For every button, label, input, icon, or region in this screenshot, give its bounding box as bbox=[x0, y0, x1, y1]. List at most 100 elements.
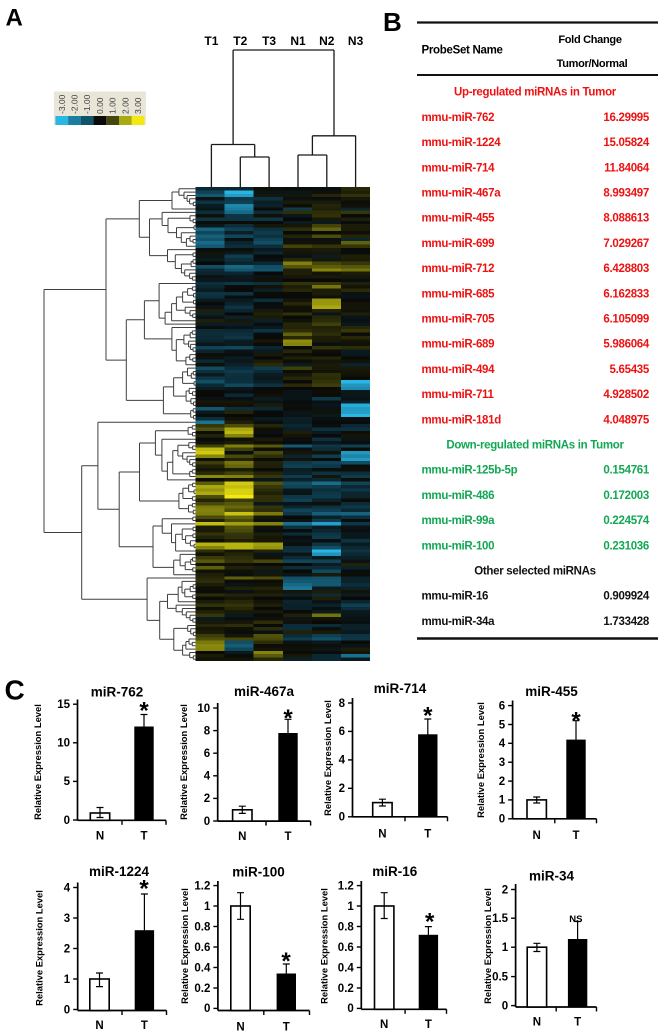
svg-text:8: 8 bbox=[339, 698, 346, 710]
svg-text:5.986064: 5.986064 bbox=[603, 339, 649, 351]
svg-text:4: 4 bbox=[204, 771, 211, 783]
svg-text:0: 0 bbox=[499, 814, 505, 826]
svg-text:1: 1 bbox=[347, 901, 354, 913]
svg-text:T: T bbox=[283, 1022, 290, 1034]
svg-text:mmu-miR-125b-5p: mmu-miR-125b-5p bbox=[422, 465, 518, 477]
svg-text:5: 5 bbox=[499, 719, 506, 731]
svg-text:mmu-miR-685: mmu-miR-685 bbox=[422, 288, 496, 300]
svg-text:6: 6 bbox=[499, 700, 505, 712]
svg-text:mmu-miR-486: mmu-miR-486 bbox=[422, 490, 495, 502]
svg-text:B: B bbox=[383, 7, 402, 37]
svg-text:miR-16: miR-16 bbox=[372, 864, 418, 879]
svg-text:0: 0 bbox=[502, 1000, 508, 1012]
svg-text:miR-467a: miR-467a bbox=[234, 684, 295, 699]
svg-text:mmu-miR-705: mmu-miR-705 bbox=[422, 314, 496, 326]
svg-text:1.00: 1.00 bbox=[108, 97, 118, 114]
svg-text:10: 10 bbox=[197, 703, 210, 715]
svg-text:0.5: 0.5 bbox=[492, 971, 509, 983]
svg-text:0.8: 0.8 bbox=[338, 921, 355, 933]
svg-text:N: N bbox=[533, 1017, 541, 1029]
svg-text:mmu-miR-34a: mmu-miR-34a bbox=[422, 616, 496, 628]
svg-text:mmu-miR-689: mmu-miR-689 bbox=[422, 339, 495, 351]
svg-text:mmu-miR-712: mmu-miR-712 bbox=[422, 263, 495, 275]
svg-text:N3: N3 bbox=[348, 34, 364, 48]
svg-text:Other selected miRNAs: Other selected miRNAs bbox=[474, 566, 596, 578]
svg-text:C: C bbox=[5, 675, 25, 706]
svg-text:A: A bbox=[6, 5, 23, 32]
svg-text:Relative Expression Level: Relative Expression Level bbox=[322, 700, 333, 816]
svg-text:6: 6 bbox=[204, 748, 210, 760]
svg-text:mmu-miR-494: mmu-miR-494 bbox=[422, 364, 496, 376]
svg-text:N: N bbox=[96, 831, 104, 843]
svg-text:2: 2 bbox=[204, 793, 210, 805]
svg-text:mmu-miR-699: mmu-miR-699 bbox=[422, 238, 495, 250]
svg-text:0: 0 bbox=[64, 1004, 70, 1016]
svg-text:0.4: 0.4 bbox=[338, 962, 355, 974]
svg-text:mmu-miR-455: mmu-miR-455 bbox=[422, 213, 496, 225]
svg-text:T: T bbox=[141, 1020, 148, 1032]
svg-text:N: N bbox=[533, 830, 541, 842]
svg-text:Relative Expression Level: Relative Expression Level bbox=[482, 888, 493, 1004]
svg-text:T: T bbox=[140, 831, 147, 843]
svg-text:T: T bbox=[425, 1019, 432, 1031]
svg-text:*: * bbox=[425, 909, 435, 936]
svg-text:4: 4 bbox=[64, 882, 71, 894]
svg-text:T: T bbox=[574, 1017, 581, 1029]
svg-text:miR-455: miR-455 bbox=[525, 684, 578, 699]
svg-text:7.029267: 7.029267 bbox=[603, 238, 649, 250]
svg-text:0: 0 bbox=[339, 812, 345, 824]
svg-text:1: 1 bbox=[64, 974, 71, 986]
svg-text:0: 0 bbox=[64, 815, 70, 827]
svg-text:1.5: 1.5 bbox=[492, 913, 509, 925]
svg-text:5.65435: 5.65435 bbox=[610, 364, 650, 376]
svg-text:*: * bbox=[571, 708, 581, 735]
svg-text:0.00: 0.00 bbox=[95, 97, 105, 114]
svg-text:2: 2 bbox=[64, 943, 70, 955]
svg-text:1: 1 bbox=[204, 901, 211, 913]
svg-text:4.048975: 4.048975 bbox=[603, 414, 649, 426]
svg-text:mmu-miR-711: mmu-miR-711 bbox=[422, 389, 495, 401]
svg-text:8.993497: 8.993497 bbox=[603, 188, 649, 200]
svg-text:10: 10 bbox=[57, 738, 70, 750]
svg-text:Relative Expression Level: Relative Expression Level bbox=[475, 702, 486, 818]
svg-text:0: 0 bbox=[204, 816, 210, 828]
svg-text:0: 0 bbox=[347, 1003, 353, 1015]
svg-text:1.2: 1.2 bbox=[338, 880, 354, 892]
svg-text:mmu-miR-762: mmu-miR-762 bbox=[422, 112, 495, 124]
svg-text:*: * bbox=[283, 705, 293, 732]
svg-text:1.733428: 1.733428 bbox=[603, 616, 649, 628]
svg-text:8.088613: 8.088613 bbox=[603, 213, 649, 225]
svg-text:0.6: 0.6 bbox=[194, 942, 210, 954]
svg-text:Relative Expression Level: Relative Expression Level bbox=[319, 888, 330, 1004]
svg-text:ProbeSet Name: ProbeSet Name bbox=[422, 45, 503, 57]
svg-text:2: 2 bbox=[499, 776, 505, 788]
svg-text:Up-regulated miRNAs in Tumor: Up-regulated miRNAs in Tumor bbox=[454, 87, 617, 99]
svg-text:miR-1224: miR-1224 bbox=[89, 864, 150, 879]
svg-text:0.6: 0.6 bbox=[338, 942, 354, 954]
svg-text:0.909924: 0.909924 bbox=[603, 591, 649, 603]
svg-text:4: 4 bbox=[499, 738, 506, 750]
svg-text:Down-regulated miRNAs in Tumor: Down-regulated miRNAs in Tumor bbox=[446, 440, 624, 452]
svg-text:0.2: 0.2 bbox=[194, 983, 210, 995]
svg-text:0.2: 0.2 bbox=[338, 983, 354, 995]
svg-text:3: 3 bbox=[499, 757, 505, 769]
svg-text:T: T bbox=[572, 830, 579, 842]
svg-text:0: 0 bbox=[204, 1003, 210, 1015]
svg-text:N: N bbox=[378, 829, 386, 841]
svg-text:N: N bbox=[380, 1019, 388, 1031]
svg-text:*: * bbox=[423, 703, 433, 730]
svg-text:3.00: 3.00 bbox=[133, 97, 143, 114]
svg-text:mmu-miR-714: mmu-miR-714 bbox=[422, 162, 496, 174]
svg-text:miR-714: miR-714 bbox=[374, 681, 427, 696]
svg-text:mmu-miR-100: mmu-miR-100 bbox=[422, 540, 495, 552]
svg-text:*: * bbox=[139, 698, 149, 725]
svg-text:1: 1 bbox=[499, 795, 506, 807]
svg-text:Relative Expression Level: Relative Expression Level bbox=[34, 890, 45, 1006]
svg-text:N2: N2 bbox=[319, 34, 335, 48]
svg-text:1: 1 bbox=[502, 942, 509, 954]
svg-text:15.05824: 15.05824 bbox=[603, 137, 649, 149]
svg-text:T: T bbox=[424, 829, 431, 841]
svg-text:T: T bbox=[284, 831, 291, 843]
svg-text:*: * bbox=[281, 948, 291, 975]
svg-text:6.162833: 6.162833 bbox=[603, 288, 649, 300]
